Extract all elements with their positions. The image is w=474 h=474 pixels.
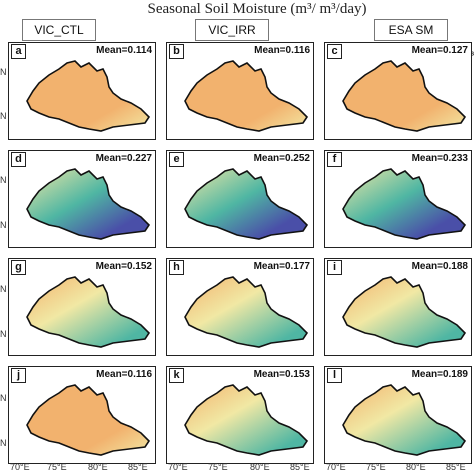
soil-moisture-map: [184, 384, 309, 456]
basin-region: [26, 60, 151, 132]
map-panel-j: j Mean=0.116: [8, 366, 156, 464]
lon-tick-70: 70°E: [10, 462, 30, 472]
column-header-esa-sm: ESA SM: [374, 19, 448, 41]
figure-title: Seasonal Soil Moisture (m³/ m³/day): [147, 1, 367, 17]
lon-tick-85: 85°E: [290, 462, 310, 472]
basin-region: [184, 60, 309, 132]
panel-letter: a: [11, 44, 26, 59]
basin-region: [26, 276, 151, 348]
column-header-vic-irr: VIC_IRR: [195, 19, 269, 41]
panel-letter: c: [327, 44, 342, 59]
lon-tick-85: 85°E: [446, 462, 466, 472]
mean-value-label: Mean=0.252: [253, 153, 310, 164]
basin-region: [184, 384, 309, 456]
basin-region: [184, 168, 309, 240]
lon-tick-75: 75°E: [208, 462, 228, 472]
map-panel-c: c Mean=0.127: [324, 42, 472, 140]
lon-tick-75: 75°E: [366, 462, 386, 472]
lon-tick-80: 80°E: [88, 462, 108, 472]
lon-tick-85: 85°E: [128, 462, 148, 472]
lon-tick-75: 75°E: [47, 462, 67, 472]
column-header-vic-ctl: VIC_CTL: [22, 19, 96, 41]
mean-value-label: Mean=0.152: [95, 261, 152, 272]
map-panel-g: g Mean=0.152: [8, 258, 156, 356]
map-panel-h: h Mean=0.177: [166, 258, 314, 356]
soil-moisture-map: [342, 168, 467, 240]
mean-value-label: Mean=0.177: [253, 261, 310, 272]
panel-letter: l: [327, 368, 342, 383]
soil-moisture-map: [184, 168, 309, 240]
basin-region: [184, 276, 309, 348]
panel-letter: e: [169, 152, 184, 167]
lat-tick-label: N: [0, 220, 7, 230]
soil-moisture-map: [26, 168, 151, 240]
map-panel-e: e Mean=0.252: [166, 150, 314, 248]
mean-value-label: Mean=0.188: [411, 261, 468, 272]
soil-moisture-map: [26, 276, 151, 348]
panel-letter: b: [169, 44, 184, 59]
mean-value-label: Mean=0.127: [411, 45, 468, 56]
basin-region: [342, 60, 467, 132]
soil-moisture-map: [342, 276, 467, 348]
panel-letter: g: [11, 260, 26, 275]
soil-moisture-map: [184, 276, 309, 348]
mean-value-label: Mean=0.116: [96, 369, 152, 380]
basin-region: [26, 168, 151, 240]
lat-tick-label: N: [0, 175, 7, 185]
mean-value-label: Mean=0.233: [411, 153, 468, 164]
lat-tick-label: N: [0, 438, 7, 448]
soil-moisture-map: [342, 60, 467, 132]
panel-letter: j: [11, 368, 26, 383]
soil-moisture-map: [26, 60, 151, 132]
lat-tick-label: N: [0, 393, 7, 403]
basin-region: [342, 168, 467, 240]
soil-moisture-map: [342, 384, 467, 456]
mean-value-label: Mean=0.114: [96, 45, 152, 56]
map-panel-b: b Mean=0.116: [166, 42, 314, 140]
lat-tick-label: N: [0, 111, 7, 121]
mean-value-label: Mean=0.227: [95, 153, 152, 164]
mean-value-label: Mean=0.153: [253, 369, 310, 380]
map-panel-l: l Mean=0.189: [324, 366, 472, 464]
lon-tick-70: 70°E: [326, 462, 346, 472]
panel-letter: i: [327, 260, 342, 275]
lat-tick-label: N: [0, 67, 7, 77]
map-panel-f: f Mean=0.233: [324, 150, 472, 248]
lon-tick-80: 80°E: [406, 462, 426, 472]
basin-region: [26, 384, 151, 456]
lon-tick-70: 70°E: [168, 462, 188, 472]
map-panel-i: i Mean=0.188: [324, 258, 472, 356]
mean-value-label: Mean=0.116: [254, 45, 310, 56]
panel-letter: k: [169, 368, 184, 383]
panel-letter: d: [11, 152, 26, 167]
panel-letter: h: [169, 260, 184, 275]
mean-value-label: Mean=0.189: [411, 369, 468, 380]
basin-region: [342, 384, 467, 456]
soil-moisture-map: [184, 60, 309, 132]
map-panel-k: k Mean=0.153: [166, 366, 314, 464]
panel-letter: f: [327, 152, 342, 167]
lat-tick-label: N: [0, 284, 7, 294]
lon-tick-80: 80°E: [250, 462, 270, 472]
basin-region: [342, 276, 467, 348]
map-panel-d: d Mean=0.227: [8, 150, 156, 248]
lat-tick-label: N: [0, 329, 7, 339]
soil-moisture-map: [26, 384, 151, 456]
map-panel-a: a Mean=0.114: [8, 42, 156, 140]
